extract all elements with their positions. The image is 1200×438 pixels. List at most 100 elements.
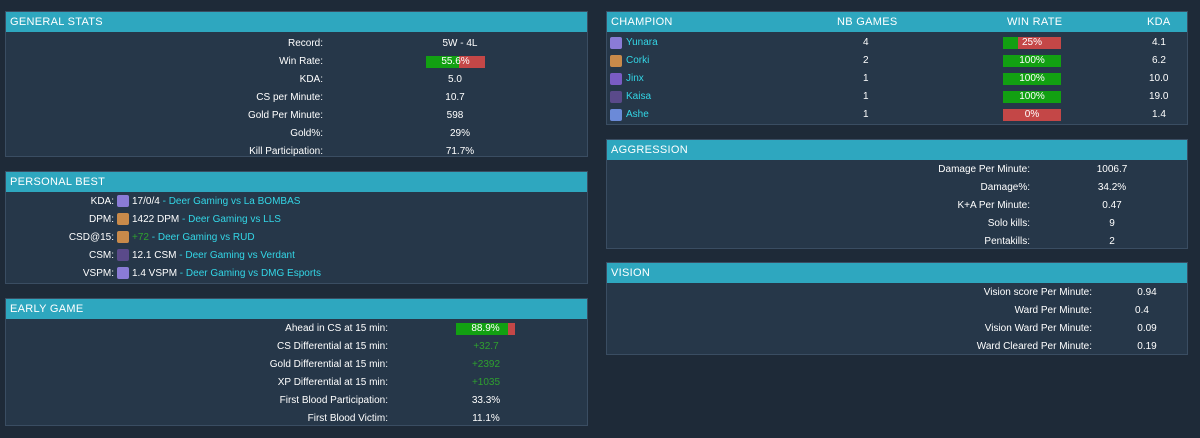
aggression-row: K+A Per Minute: 0.47 <box>607 197 1187 215</box>
stat-label: Record: <box>287 38 323 49</box>
champion-name[interactable]: Ashe <box>626 109 649 120</box>
champion-kda: 1.4 <box>1152 109 1166 120</box>
win-rate-bar-fill <box>426 56 459 68</box>
stat-value: 5W - 4L <box>442 38 478 49</box>
vision-label: Ward Per Minute: <box>1014 305 1092 316</box>
pb-separator: - <box>159 196 169 207</box>
column-header-nb-games[interactable]: NB GAMES <box>837 16 898 28</box>
vision-row: Ward Cleared Per Minute: 0.19 <box>607 338 1187 356</box>
champion-kda: 6.2 <box>1152 55 1166 66</box>
champion-kda: 10.0 <box>1149 73 1169 84</box>
champion-winrate-bar: 25% <box>1003 37 1061 49</box>
aggression-value: 2 <box>1109 236 1115 247</box>
early-value: +32.7 <box>473 341 499 352</box>
champion-table-header: CHAMPION NB GAMES WIN RATE KDA <box>607 12 1187 32</box>
vision-row: Ward Per Minute: 0.4 <box>607 302 1187 320</box>
ahead-cs-bar-fill <box>456 323 509 335</box>
champion-kda: 4.1 <box>1152 37 1166 48</box>
stat-label: Win Rate: <box>279 56 323 67</box>
champion-winrate-bar: 100% <box>1003 91 1061 103</box>
ashe-icon <box>610 109 622 121</box>
early-row-first-blood-participation: First Blood Participation: 33.3% <box>6 392 587 410</box>
early-label: XP Differential at 15 min: <box>277 377 388 388</box>
champion-name[interactable]: Kaisa <box>626 91 652 102</box>
pb-separator: - <box>176 250 186 261</box>
personal-best-row-csm: CSM: 12.1 CSM - Deer Gaming vs Verdant <box>6 247 587 265</box>
column-header-win-rate[interactable]: WIN RATE <box>1007 16 1063 28</box>
pb-separator: - <box>179 214 189 225</box>
champion-kda: 19.0 <box>1149 91 1169 102</box>
personal-best-row-vspm: VSPM: 1.4 VSPM - Deer Gaming vs DMG Espo… <box>6 265 587 283</box>
vision-label: Vision Ward Per Minute: <box>984 323 1092 334</box>
win-rate-value: 55.6% <box>441 56 470 67</box>
aggression-label: Pentakills: <box>984 236 1030 247</box>
pb-label: KDA: <box>90 196 114 207</box>
vision-panel: VISION Vision score Per Minute: 0.94 War… <box>606 262 1188 355</box>
early-row-gold-diff: Gold Differential at 15 min: +2392 <box>6 356 587 374</box>
pb-content: 17/0/4 - Deer Gaming vs La BOMBAS <box>117 193 300 211</box>
pb-value: 1422 DPM <box>132 214 180 225</box>
stat-value: 71.7% <box>445 146 475 157</box>
champion-name[interactable]: Yunara <box>626 37 658 48</box>
column-header-champion[interactable]: CHAMPION <box>611 16 673 28</box>
aggression-value: 34.2% <box>1097 182 1127 193</box>
corki-icon <box>117 231 129 244</box>
champion-winrate-bar-fill <box>1003 73 1061 85</box>
vision-row: Vision Ward Per Minute: 0.09 <box>607 320 1187 338</box>
early-value: 33.3% <box>471 395 501 406</box>
stat-label: Gold Per Minute: <box>247 110 323 121</box>
pb-match-link[interactable]: Deer Gaming vs La BOMBAS <box>168 196 301 207</box>
vision-row: Vision score Per Minute: 0.94 <box>607 284 1187 302</box>
general-stats-panel: GENERAL STATS Record: 5W - 4L Win Rate: … <box>5 11 588 157</box>
champion-games: 2 <box>863 55 869 66</box>
aggression-label: K+A Per Minute: <box>957 200 1030 211</box>
early-row-xp-diff: XP Differential at 15 min: +1035 <box>6 374 587 392</box>
aggression-row: Solo kills: 9 <box>607 215 1187 233</box>
ahead-cs-bar: 88.9% <box>456 323 515 335</box>
kaisa-icon <box>610 91 622 103</box>
early-label: First Blood Participation: <box>279 395 388 406</box>
vision-value: 0.19 <box>1137 341 1157 352</box>
pb-match-link[interactable]: Deer Gaming vs DMG Esports <box>185 268 321 279</box>
table-row: Kaisa 1 100% 19.0 <box>607 88 1187 106</box>
stat-label: Kill Participation: <box>249 146 323 157</box>
vision-value: 0.94 <box>1137 287 1157 298</box>
vision-label: Ward Cleared Per Minute: <box>976 341 1092 352</box>
pb-content: +72 - Deer Gaming vs RUD <box>117 229 255 247</box>
pb-match-link[interactable]: Deer Gaming vs RUD <box>157 232 255 243</box>
champion-name[interactable]: Jinx <box>626 73 644 84</box>
yunara-icon <box>117 267 129 280</box>
pb-match-link[interactable]: Deer Gaming vs Verdant <box>185 250 295 261</box>
stat-label: Gold%: <box>290 128 323 139</box>
kaisa-icon <box>117 249 129 262</box>
column-header-kda[interactable]: KDA <box>1147 16 1171 28</box>
aggression-row: Damage%: 34.2% <box>607 179 1187 197</box>
champion-name[interactable]: Corki <box>626 55 650 66</box>
early-row-ahead-cs: Ahead in CS at 15 min: 88.9% <box>6 320 587 338</box>
aggression-label: Damage%: <box>980 182 1030 193</box>
stat-row-win-rate: Win Rate: 55.6% <box>6 53 587 71</box>
early-label: CS Differential at 15 min: <box>277 341 388 352</box>
pb-content: 1422 DPM - Deer Gaming vs LLS <box>117 211 281 229</box>
champion-winrate-bar-fill <box>1003 91 1061 103</box>
stat-value: 5.0 <box>448 74 462 85</box>
table-row: Yunara 4 25% 4.1 <box>607 34 1187 52</box>
aggression-value: 9 <box>1109 218 1115 229</box>
champion-winrate-bar: 100% <box>1003 55 1061 67</box>
champion-winrate: 0% <box>1024 109 1040 120</box>
early-game-panel: EARLY GAME Ahead in CS at 15 min: 88.9% … <box>5 298 588 426</box>
pb-separator: - <box>177 268 186 279</box>
champion-winrate: 100% <box>1019 73 1045 84</box>
pb-value: 17/0/4 <box>132 196 160 207</box>
yunara-icon <box>117 195 129 208</box>
aggression-value: 1006.7 <box>1096 164 1128 175</box>
pb-label: CSM: <box>89 250 114 261</box>
stat-row-record: Record: 5W - 4L <box>6 35 587 53</box>
pb-match-link[interactable]: Deer Gaming vs LLS <box>188 214 281 225</box>
early-game-header: EARLY GAME <box>6 299 587 319</box>
aggression-row: Pentakills: 2 <box>607 233 1187 251</box>
champion-winrate: 100% <box>1019 91 1045 102</box>
pb-value: 12.1 CSM <box>132 250 177 261</box>
ahead-cs-value: 88.9% <box>471 323 500 334</box>
table-row: Jinx 1 100% 10.0 <box>607 70 1187 88</box>
